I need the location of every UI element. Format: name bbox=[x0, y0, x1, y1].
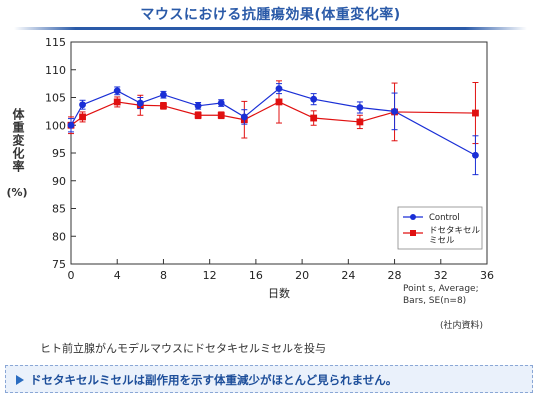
title-underline bbox=[14, 27, 527, 30]
x-tick-label: 0 bbox=[68, 269, 75, 282]
source-note: (社内資料) bbox=[440, 321, 484, 331]
callout-text: ドセタキセルミセルは副作用を示す体重減少がほとんど見られません。 bbox=[30, 373, 398, 387]
x-tick-label: 36 bbox=[480, 269, 494, 282]
x-tick-label: 28 bbox=[388, 269, 402, 282]
title-bar: マウスにおける抗腫瘍効果(体重変化率) bbox=[0, 0, 541, 30]
chart-title: マウスにおける抗腫瘍効果(体重変化率) bbox=[140, 7, 401, 23]
data-point bbox=[275, 98, 283, 106]
data-point bbox=[194, 102, 202, 110]
data-point bbox=[472, 151, 479, 159]
legend-label: Control bbox=[429, 213, 460, 223]
data-point bbox=[136, 99, 144, 107]
data-point bbox=[67, 121, 75, 129]
y-tick-label: 110 bbox=[45, 64, 66, 77]
y-tick-label: 85 bbox=[52, 203, 66, 216]
y-axis-unit: (%) bbox=[6, 186, 28, 199]
x-tick-label: 32 bbox=[434, 269, 448, 282]
callout-box: ドセタキセルミセルは副作用を示す体重減少がほとんど見られません。 bbox=[5, 365, 533, 393]
data-point bbox=[79, 113, 86, 121]
footnote-note: Point s, Average; Bars, SE(n=8) bbox=[403, 283, 479, 307]
x-tick-label: 12 bbox=[203, 269, 217, 282]
x-tick-label: 4 bbox=[114, 269, 121, 282]
data-point bbox=[240, 113, 248, 121]
x-axis-label: 日数 bbox=[268, 287, 290, 300]
data-point bbox=[391, 107, 398, 115]
y-axis-label: 体重変化率 bbox=[11, 108, 25, 173]
data-point bbox=[217, 99, 225, 107]
data-point bbox=[79, 101, 86, 109]
data-point bbox=[194, 111, 202, 119]
data-point bbox=[113, 98, 121, 106]
x-tick-label: 20 bbox=[295, 269, 309, 282]
data-point bbox=[310, 95, 318, 103]
y-tick-label: 95 bbox=[52, 147, 66, 160]
data-point bbox=[356, 104, 364, 111]
data-point bbox=[160, 91, 167, 99]
data-point bbox=[310, 114, 318, 122]
y-tick-label: 115 bbox=[45, 36, 66, 49]
y-tick-label: 100 bbox=[45, 119, 66, 132]
footnote-line-1: Point s, Average; bbox=[403, 284, 479, 294]
y-tick-label: 105 bbox=[45, 92, 66, 105]
footnote-line-2: Bars, SE(n=8) bbox=[403, 296, 467, 306]
chart-canvas: 75 80 85 90 95 100 105 110 115 0 4 8 12 16 20 24 28 32 36 日… bbox=[45, 36, 494, 300]
x-tick-label: 16 bbox=[249, 269, 263, 282]
legend-swatch-marker bbox=[410, 230, 416, 236]
x-tick-label: 24 bbox=[341, 269, 355, 282]
data-point bbox=[160, 102, 167, 110]
data-point bbox=[217, 111, 225, 119]
legend-label: ドセタキセルミセル bbox=[429, 226, 481, 246]
legend-swatch-marker bbox=[410, 214, 416, 220]
y-tick-label: 75 bbox=[52, 258, 66, 271]
chart-description: ヒト前立腺がんモデルマウスにドセタキセルミセルを投与 bbox=[40, 342, 326, 355]
y-tick-label: 90 bbox=[52, 175, 66, 188]
y-tick-label: 80 bbox=[52, 230, 66, 243]
data-point bbox=[113, 87, 121, 95]
x-tick-label: 8 bbox=[160, 269, 167, 282]
data-point bbox=[472, 109, 479, 117]
legend-box bbox=[397, 206, 483, 250]
data-point bbox=[275, 85, 283, 93]
arrow-right-icon bbox=[16, 375, 24, 385]
data-point bbox=[356, 118, 364, 126]
